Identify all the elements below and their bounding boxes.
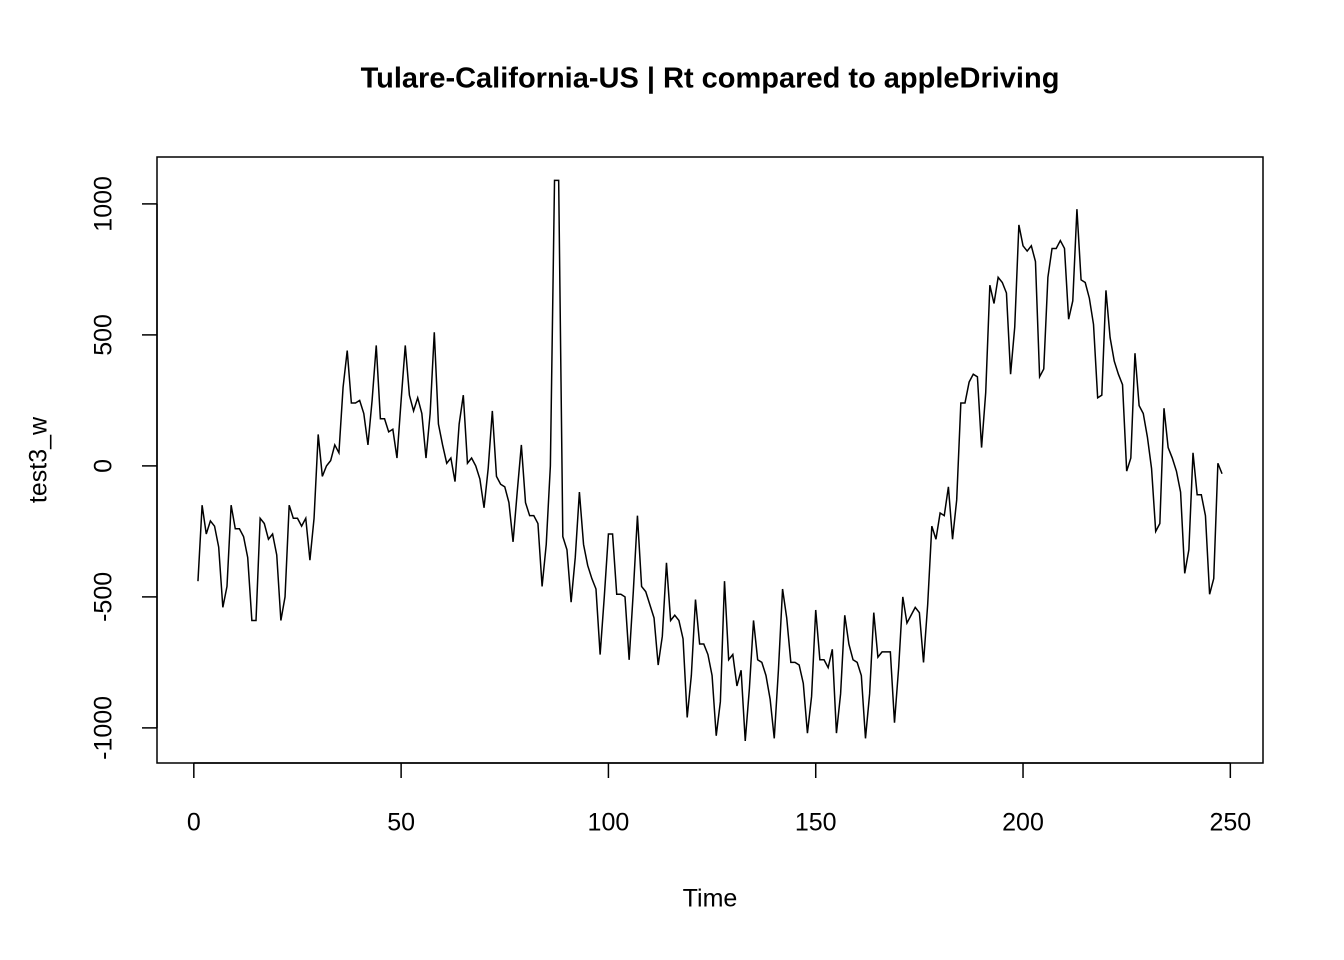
x-tick-label: 50 — [387, 809, 415, 837]
y-tick-label: 0 — [90, 459, 118, 473]
x-tick-label: 250 — [1209, 809, 1251, 837]
x-tick-label: 100 — [588, 809, 630, 837]
x-tick-label: 150 — [795, 809, 837, 837]
y-tick-label: -500 — [90, 572, 118, 622]
x-tick-label: 0 — [187, 809, 201, 837]
y-tick-label: 1000 — [90, 176, 118, 232]
x-tick-label: 200 — [1002, 809, 1044, 837]
data-line — [197, 179, 1223, 742]
chart-title: Tulare-California-US | Rt compared to ap… — [361, 63, 1060, 95]
y-tick-label: -1000 — [90, 696, 118, 760]
x-axis-label: Time — [683, 885, 738, 913]
y-tick-label: 500 — [90, 314, 118, 356]
y-axis-label: test3_w — [25, 416, 53, 503]
plot-box — [156, 156, 1264, 764]
